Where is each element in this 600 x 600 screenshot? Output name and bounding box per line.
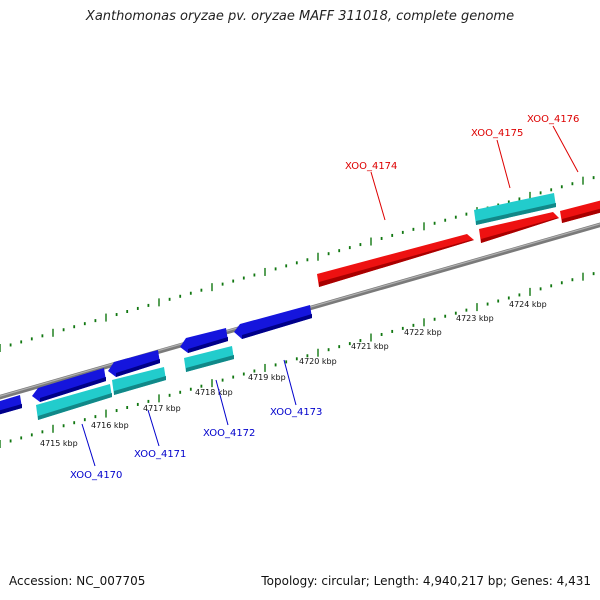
gene-label-xoo-4170[interactable]: XOO_4170 bbox=[70, 470, 122, 481]
ruler-tick-label: 4718 kbp bbox=[195, 388, 233, 397]
gene-block-cyan-2[interactable] bbox=[112, 367, 166, 395]
gene-block-red-3[interactable] bbox=[560, 198, 600, 223]
ruler-tick-label: 4715 kbp bbox=[40, 439, 78, 448]
gene-label-xoo-4172[interactable]: XOO_4172 bbox=[203, 428, 255, 439]
gene-leaders bbox=[81, 125, 579, 467]
gene-block-cyan-3[interactable] bbox=[184, 346, 234, 372]
gene-block-blue-3[interactable] bbox=[108, 350, 160, 377]
ruler-tick-label: 4721 kbp bbox=[351, 342, 389, 351]
gene-label-xoo-4173[interactable]: XOO_4173 bbox=[270, 407, 322, 418]
gene-block-blue-5[interactable] bbox=[234, 305, 312, 339]
genome-summary: Topology: circular; Length: 4,940,217 bp… bbox=[261, 574, 591, 588]
gene-block-blue-1[interactable] bbox=[0, 395, 22, 417]
accession-label: Accession: NC_007705 bbox=[9, 574, 146, 588]
gene-block-blue-2[interactable] bbox=[32, 368, 106, 402]
ruler-tick-label: 4723 kbp bbox=[456, 314, 494, 323]
outer-tick-ring bbox=[0, 176, 595, 352]
ruler-tick-label: 4719 kbp bbox=[248, 373, 286, 382]
gene-label-xoo-4174[interactable]: XOO_4174 bbox=[345, 161, 397, 172]
gene-label-xoo-4175[interactable]: XOO_4175 bbox=[471, 128, 523, 139]
gene-block-blue-4[interactable] bbox=[180, 328, 228, 353]
gene-block-cyan-4[interactable] bbox=[474, 193, 556, 225]
gene-label-xoo-4176[interactable]: XOO_4176 bbox=[527, 114, 579, 125]
ruler-tick-label: 4720 kbp bbox=[299, 357, 337, 366]
ruler-tick-label: 4724 kbp bbox=[509, 300, 547, 309]
gene-label-xoo-4171[interactable]: XOO_4171 bbox=[134, 449, 186, 460]
gene-block-red-1[interactable] bbox=[317, 234, 474, 287]
inner-tick-ring bbox=[0, 272, 595, 448]
ruler-tick-label: 4716 kbp bbox=[91, 421, 129, 430]
ruler-labels: 4715 kbp 4716 kbp 4717 kbp 4718 kbp 4719 kbp… bbox=[40, 300, 547, 448]
map-title: Xanthomonas oryzae pv. oryzae MAFF 31101… bbox=[85, 9, 515, 24]
gene-block-red-2[interactable] bbox=[479, 212, 559, 243]
gene-block-cyan-1[interactable] bbox=[36, 384, 112, 420]
ruler-tick-label: 4722 kbp bbox=[404, 328, 442, 337]
ruler-tick-label: 4717 kbp bbox=[143, 404, 181, 413]
